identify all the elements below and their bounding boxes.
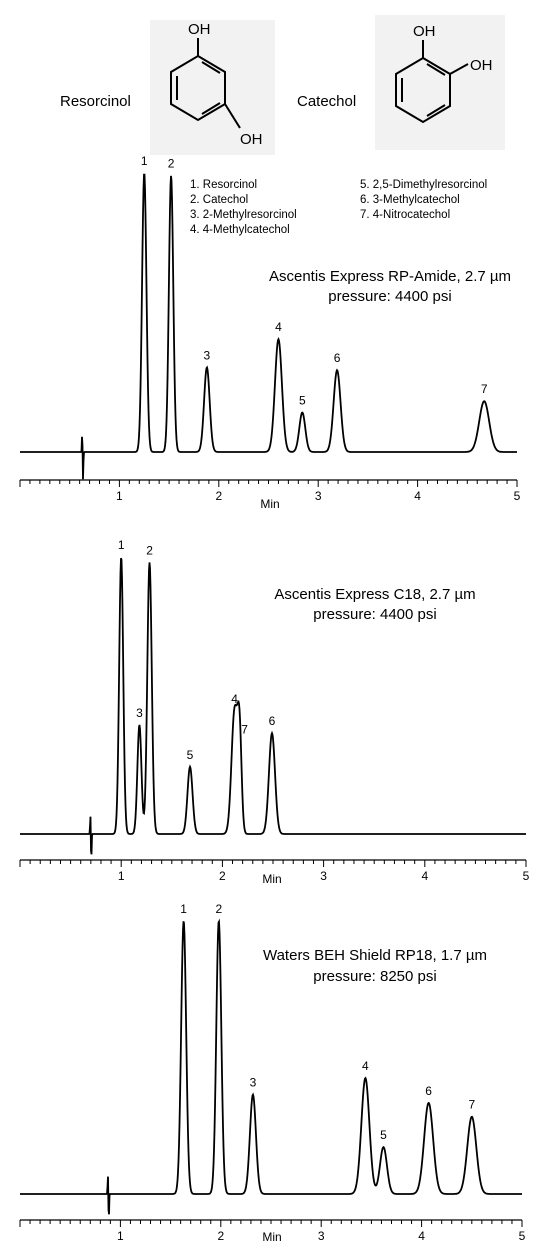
hydroxyl-label: OH xyxy=(240,131,263,148)
peak-label: 6 xyxy=(425,1084,432,1098)
x-tick-label: 3 xyxy=(320,869,327,883)
x-axis-label: Min xyxy=(260,497,279,511)
x-tick-label: 4 xyxy=(421,869,428,883)
peak-label: 2 xyxy=(146,543,153,557)
peak-label: 5 xyxy=(187,748,194,762)
legend-entry: 3. 2-Methylresorcinol xyxy=(190,209,297,221)
x-tick-label: 1 xyxy=(117,1229,124,1243)
column-title: Ascentis Express RP-Amide, 2.7 µm xyxy=(269,268,511,285)
resorcinol-structure: Resorcinol OH OH xyxy=(60,20,275,155)
double-bond-icon xyxy=(426,63,446,76)
column-title: Waters BEH Shield RP18, 1.7 µm xyxy=(263,947,487,964)
peak-label: 4 xyxy=(231,692,238,706)
pressure-label: pressure: 4400 psi xyxy=(328,288,451,305)
chromatogram-panel-2: Ascentis Express C18, 2.7 µm pressure: 4… xyxy=(19,538,530,886)
structure-background xyxy=(375,15,505,150)
bond-icon xyxy=(224,103,241,129)
catechol-structure: Catechol OH OH xyxy=(297,15,505,150)
plot-area: 1 2 3 4 5 6 7 1 2 3 4 5 xyxy=(19,902,526,1243)
x-tick-label: 1 xyxy=(118,869,125,883)
double-bond-icon xyxy=(201,61,221,74)
chromatogram-panel-1: Ascentis Express RP-Amide, 2.7 µm pressu… xyxy=(19,154,521,511)
legend-entry: 7. 4-Nitrocatechol xyxy=(360,209,450,221)
x-tick-label: 5 xyxy=(519,1229,526,1243)
x-tick-label: 2 xyxy=(215,489,222,503)
peak-label: 7 xyxy=(481,382,488,396)
pressure-label: pressure: 4400 psi xyxy=(313,606,436,623)
resorcinol-name: Resorcinol xyxy=(60,93,131,110)
peak-label: 6 xyxy=(334,351,341,365)
peak-label: 4 xyxy=(275,320,282,334)
x-tick-label: 2 xyxy=(219,869,226,883)
legend-entry: 2. Catechol xyxy=(190,194,248,206)
peak-label: 1 xyxy=(180,902,187,916)
chromatogram-trace xyxy=(20,173,517,480)
peak-label: 5 xyxy=(380,1128,387,1142)
hydroxyl-label: OH xyxy=(188,21,211,38)
legend-entry: 4. 4-Methylcatechol xyxy=(190,224,290,236)
double-bond-icon xyxy=(426,104,446,117)
x-axis-label: Min xyxy=(262,872,281,886)
peak-label: 3 xyxy=(204,348,211,362)
pressure-label: pressure: 8250 psi xyxy=(313,968,436,985)
column-title: Ascentis Express C18, 2.7 µm xyxy=(274,586,475,603)
x-tick-label: 3 xyxy=(318,1229,325,1243)
double-bond-icon xyxy=(201,102,221,115)
benzene-ring-icon xyxy=(170,54,226,122)
catechol-name: Catechol xyxy=(297,93,356,110)
peak-label: 7 xyxy=(468,1098,475,1112)
chromatogram-panel-3: Waters BEH Shield RP18, 1.7 µm pressure:… xyxy=(19,902,526,1244)
peak-label: 1 xyxy=(141,154,148,168)
bond-icon xyxy=(449,63,469,75)
x-tick-label: 2 xyxy=(217,1229,224,1243)
peak-label: 5 xyxy=(299,394,306,408)
peak-label: 1 xyxy=(118,538,125,552)
x-axis-label: Min xyxy=(262,1230,281,1244)
plot-area: 1 2 3 4 5 6 7 1 2 3 4 5 xyxy=(19,154,521,503)
peak-label: 6 xyxy=(269,714,276,728)
x-tick-label: 1 xyxy=(116,489,123,503)
legend-entry: 5. 2,5-Dimethylresorcinol xyxy=(360,179,487,191)
legend-entry: 6. 3-Methylcatechol xyxy=(360,194,460,206)
peak-label: 2 xyxy=(168,157,175,171)
x-tick-label: 3 xyxy=(315,489,322,503)
compound-legend: 1. Resorcinol 2. Catechol 3. 2-Methylres… xyxy=(190,179,487,236)
peak-label: 7 xyxy=(241,723,248,737)
plot-area: 1 3 2 5 4 7 6 1 2 3 4 5 xyxy=(19,538,530,883)
x-tick-label: 5 xyxy=(523,869,530,883)
hydroxyl-label: OH xyxy=(413,23,436,40)
x-tick-label: 4 xyxy=(418,1229,425,1243)
hydroxyl-label: OH xyxy=(470,57,493,74)
chromatogram-trace xyxy=(20,918,522,1215)
chromatogram-trace xyxy=(20,557,526,855)
peak-label: 3 xyxy=(250,1076,257,1090)
x-tick-label: 4 xyxy=(414,489,421,503)
peak-label: 2 xyxy=(215,902,222,916)
peak-label: 3 xyxy=(136,706,143,720)
legend-entry: 1. Resorcinol xyxy=(190,179,257,191)
x-tick-label: 5 xyxy=(514,489,521,503)
peak-label: 4 xyxy=(362,1059,369,1073)
